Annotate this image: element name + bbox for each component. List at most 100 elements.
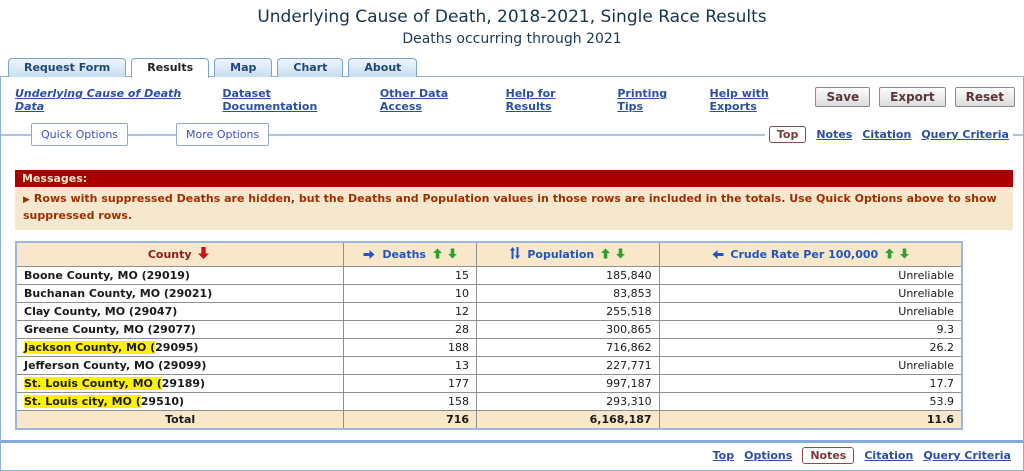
table-row: Boone County, MO (29019) 15 185,840 Unre… bbox=[16, 267, 962, 285]
deaths-cell: 15 bbox=[344, 267, 477, 285]
options-buttons: Quick Options More Options bbox=[31, 123, 269, 146]
highlighted-county-text: St. Louis County, MO ( bbox=[24, 377, 162, 390]
crude-rate-cell: Unreliable bbox=[659, 267, 962, 285]
query-criteria-link[interactable]: Query Criteria bbox=[923, 449, 1011, 462]
total-label: Total bbox=[16, 411, 344, 430]
table-row: St. Louis County, MO (29189) 177 997,187… bbox=[16, 375, 962, 393]
sorted-desc-icon[interactable] bbox=[198, 247, 209, 262]
column-header-deaths: Deaths bbox=[382, 248, 426, 261]
tab-request-form[interactable]: Request Form bbox=[8, 58, 126, 77]
swap-columns-icon[interactable] bbox=[510, 247, 520, 262]
highlighted-county-text: St. Louis city, MO ( bbox=[24, 395, 141, 408]
reset-button[interactable]: Reset bbox=[955, 87, 1015, 107]
dataset-title-link[interactable]: Underlying Cause of Death Data bbox=[15, 87, 206, 113]
column-header-county: County bbox=[148, 248, 192, 261]
sort-descending-icon[interactable] bbox=[900, 248, 909, 262]
tab-about[interactable]: About bbox=[348, 58, 417, 77]
table-row: Jefferson County, MO (29099) 13 227,771 … bbox=[16, 357, 962, 375]
crude-rate-cell: Unreliable bbox=[659, 303, 962, 321]
table-row: Greene County, MO (29077) 28 300,865 9.3 bbox=[16, 321, 962, 339]
population-cell: 227,771 bbox=[477, 357, 660, 375]
county-cell: 29095) bbox=[155, 341, 198, 354]
sort-ascending-icon[interactable] bbox=[433, 248, 442, 262]
population-cell: 185,840 bbox=[477, 267, 660, 285]
tab-bar: Request Form Results Map Chart About bbox=[0, 50, 1024, 77]
link-dataset-documentation[interactable]: Dataset Documentation bbox=[222, 87, 363, 113]
deaths-cell: 188 bbox=[344, 339, 477, 357]
county-cell: Clay County, MO (29047) bbox=[24, 305, 177, 318]
table-row: Buchanan County, MO (29021) 10 83,853 Un… bbox=[16, 285, 962, 303]
deaths-cell: 10 bbox=[344, 285, 477, 303]
table-row: Jackson County, MO (29095) 188 716,862 2… bbox=[16, 339, 962, 357]
population-cell: 255,518 bbox=[477, 303, 660, 321]
crude-rate-cell: 26.2 bbox=[659, 339, 962, 357]
messages-panel: Messages: ▶Rows with suppressed Deaths a… bbox=[15, 170, 1013, 230]
query-criteria-link[interactable]: Query Criteria bbox=[921, 128, 1009, 141]
crude-rate-cell: 53.9 bbox=[659, 393, 962, 411]
export-button[interactable]: Export bbox=[879, 87, 945, 107]
crude-rate-cell: 17.7 bbox=[659, 375, 962, 393]
total-crude-rate-cell: 11.6 bbox=[659, 411, 962, 430]
results-panel: Underlying Cause of Death Data Dataset D… bbox=[0, 76, 1024, 471]
anchor-nav-bottom: Top Options Notes Citation Query Criteri… bbox=[1, 443, 1023, 470]
page-title: Underlying Cause of Death, 2018-2021, Si… bbox=[0, 5, 1024, 29]
column-header-population: Population bbox=[527, 248, 594, 261]
link-help-with-exports[interactable]: Help with Exports bbox=[710, 87, 816, 113]
crude-rate-cell: Unreliable bbox=[659, 357, 962, 375]
nav-links: Underlying Cause of Death Data Dataset D… bbox=[15, 87, 815, 113]
top-anchor-button[interactable]: Top bbox=[769, 126, 806, 143]
move-column-left-icon[interactable] bbox=[712, 249, 724, 262]
population-cell: 293,310 bbox=[477, 393, 660, 411]
population-cell: 300,865 bbox=[477, 321, 660, 339]
more-options-button[interactable]: More Options bbox=[176, 123, 269, 146]
link-printing-tips[interactable]: Printing Tips bbox=[617, 87, 693, 113]
population-cell: 997,187 bbox=[477, 375, 660, 393]
table-row: Clay County, MO (29047) 12 255,518 Unrel… bbox=[16, 303, 962, 321]
sort-ascending-icon[interactable] bbox=[885, 248, 894, 262]
options-link[interactable]: Options bbox=[744, 449, 792, 462]
deaths-cell: 12 bbox=[344, 303, 477, 321]
table-row: St. Louis city, MO (29510) 158 293,310 5… bbox=[16, 393, 962, 411]
link-help-for-results[interactable]: Help for Results bbox=[506, 87, 602, 113]
sort-ascending-icon[interactable] bbox=[601, 248, 610, 262]
county-cell: Buchanan County, MO (29021) bbox=[24, 287, 212, 300]
county-cell: Greene County, MO (29077) bbox=[24, 323, 196, 336]
message-text: Rows with suppressed Deaths are hidden, … bbox=[23, 192, 997, 222]
move-column-right-icon[interactable] bbox=[363, 249, 375, 262]
highlighted-county-text: Jackson County, MO ( bbox=[24, 341, 155, 354]
table-header-row: County Deaths Population Crude Rate Per … bbox=[16, 242, 962, 267]
deaths-cell: 13 bbox=[344, 357, 477, 375]
nav-link-row: Underlying Cause of Death Data Dataset D… bbox=[1, 77, 1023, 113]
population-cell: 83,853 bbox=[477, 285, 660, 303]
tab-results[interactable]: Results bbox=[131, 58, 209, 78]
page-header: Underlying Cause of Death, 2018-2021, Si… bbox=[0, 0, 1024, 50]
action-buttons: Save Export Reset bbox=[815, 87, 1015, 107]
county-cell: 29189) bbox=[162, 377, 205, 390]
notes-link[interactable]: Notes bbox=[816, 128, 852, 141]
total-deaths-cell: 716 bbox=[344, 411, 477, 430]
results-table: County Deaths Population Crude Rate Per … bbox=[15, 241, 963, 430]
county-cell: 29510) bbox=[141, 395, 184, 408]
notes-anchor-button[interactable]: Notes bbox=[802, 447, 854, 464]
crude-rate-cell: 9.3 bbox=[659, 321, 962, 339]
deaths-cell: 158 bbox=[344, 393, 477, 411]
quick-options-button[interactable]: Quick Options bbox=[31, 123, 128, 146]
sort-descending-icon[interactable] bbox=[616, 248, 625, 262]
county-cell: Jefferson County, MO (29099) bbox=[24, 359, 206, 372]
message-bullet-icon: ▶ bbox=[23, 195, 30, 205]
sort-descending-icon[interactable] bbox=[448, 248, 457, 262]
population-cell: 716,862 bbox=[477, 339, 660, 357]
messages-text: ▶Rows with suppressed Deaths are hidden,… bbox=[15, 187, 1013, 230]
link-other-data-access[interactable]: Other Data Access bbox=[380, 87, 490, 113]
save-button[interactable]: Save bbox=[815, 87, 870, 107]
tab-chart[interactable]: Chart bbox=[277, 58, 343, 77]
citation-link[interactable]: Citation bbox=[862, 128, 911, 141]
anchor-nav-top: Top Notes Citation Query Criteria bbox=[765, 124, 1013, 145]
deaths-cell: 28 bbox=[344, 321, 477, 339]
top-link[interactable]: Top bbox=[713, 449, 734, 462]
tab-map[interactable]: Map bbox=[214, 58, 272, 77]
citation-link[interactable]: Citation bbox=[864, 449, 913, 462]
page-subtitle: Deaths occurring through 2021 bbox=[0, 29, 1024, 50]
crude-rate-cell: Unreliable bbox=[659, 285, 962, 303]
messages-header: Messages: bbox=[15, 170, 1013, 187]
